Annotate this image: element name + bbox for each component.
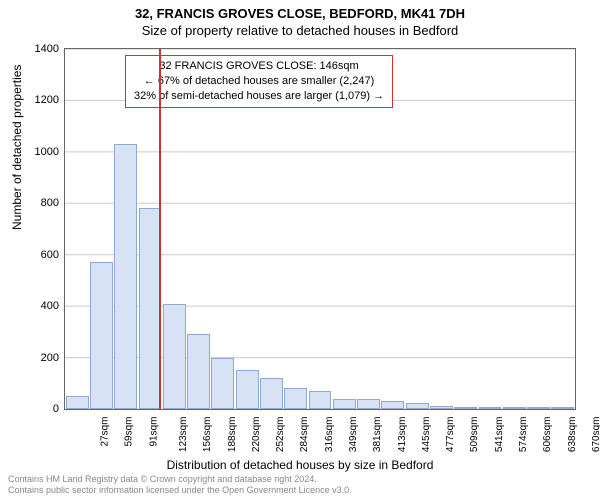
annotation-line-1: 32 FRANCIS GROVES CLOSE: 146sqm (134, 59, 384, 74)
x-tick-label: 477sqm (445, 417, 456, 453)
histogram-bar (309, 391, 332, 409)
histogram-bar (211, 358, 234, 409)
histogram-bar (187, 334, 210, 409)
y-tick-label: 1000 (35, 146, 59, 158)
x-tick-label: 284sqm (300, 417, 311, 453)
x-tick-label: 59sqm (124, 417, 135, 447)
histogram-bar (454, 407, 477, 409)
x-tick-label: 123sqm (178, 417, 189, 453)
x-tick-label: 316sqm (324, 417, 335, 453)
x-tick-label: 574sqm (518, 417, 529, 453)
histogram-bar (381, 401, 404, 409)
x-tick-label: 156sqm (202, 417, 213, 453)
y-tick-label: 400 (41, 300, 59, 312)
y-tick-label: 600 (41, 249, 59, 261)
page-subtitle: Size of property relative to detached ho… (0, 23, 600, 38)
footer-line-1: Contains HM Land Registry data © Crown c… (8, 474, 352, 485)
histogram-bar (236, 370, 259, 409)
histogram-bar (406, 403, 429, 409)
histogram-bar (284, 388, 307, 409)
y-tick-label: 0 (53, 403, 59, 415)
x-axis-label: Distribution of detached houses by size … (0, 458, 600, 472)
annotation-line-2: ← 67% of detached houses are smaller (2,… (134, 74, 384, 89)
histogram-bar (114, 144, 137, 409)
x-tick-label: 220sqm (251, 417, 262, 453)
x-tick-label: 445sqm (421, 417, 432, 453)
histogram-bar (139, 208, 162, 409)
x-tick-label: 91sqm (148, 417, 159, 447)
y-tick-label: 1200 (35, 94, 59, 106)
x-tick-label: 541sqm (494, 417, 505, 453)
annotation-line-3: 32% of semi-detached houses are larger (… (134, 89, 384, 104)
marker-line (159, 49, 161, 409)
footer: Contains HM Land Registry data © Crown c… (8, 474, 352, 496)
histogram-bar (503, 407, 526, 409)
y-axis-label: Number of detached properties (10, 65, 24, 230)
histogram-bar (479, 407, 502, 409)
x-tick-label: 381sqm (372, 417, 383, 453)
histogram-bar (66, 396, 89, 409)
histogram-bar (527, 407, 550, 409)
histogram-bar (90, 262, 113, 409)
histogram-bar (357, 399, 380, 409)
y-tick-label: 1400 (35, 43, 59, 55)
histogram-bar (551, 407, 574, 409)
histogram-bar (333, 399, 356, 409)
x-tick-label: 252sqm (275, 417, 286, 453)
x-tick-label: 413sqm (397, 417, 408, 453)
y-tick-label: 200 (41, 352, 59, 364)
x-tick-label: 606sqm (542, 417, 553, 453)
histogram-bar (163, 304, 186, 409)
histogram-bar (430, 406, 453, 409)
x-tick-label: 188sqm (227, 417, 238, 453)
annotation-box: 32 FRANCIS GROVES CLOSE: 146sqm ← 67% of… (125, 55, 393, 108)
page-title: 32, FRANCIS GROVES CLOSE, BEDFORD, MK41 … (0, 6, 600, 21)
footer-line-2: Contains public sector information licen… (8, 485, 352, 496)
x-tick-label: 27sqm (100, 417, 111, 447)
x-tick-label: 509sqm (470, 417, 481, 453)
x-tick-label: 349sqm (348, 417, 359, 453)
x-tick-label: 638sqm (567, 417, 578, 453)
y-tick-label: 800 (41, 197, 59, 209)
x-tick-label: 670sqm (591, 417, 600, 453)
histogram-chart: 32 FRANCIS GROVES CLOSE: 146sqm ← 67% of… (64, 48, 576, 410)
histogram-bar (260, 378, 283, 409)
